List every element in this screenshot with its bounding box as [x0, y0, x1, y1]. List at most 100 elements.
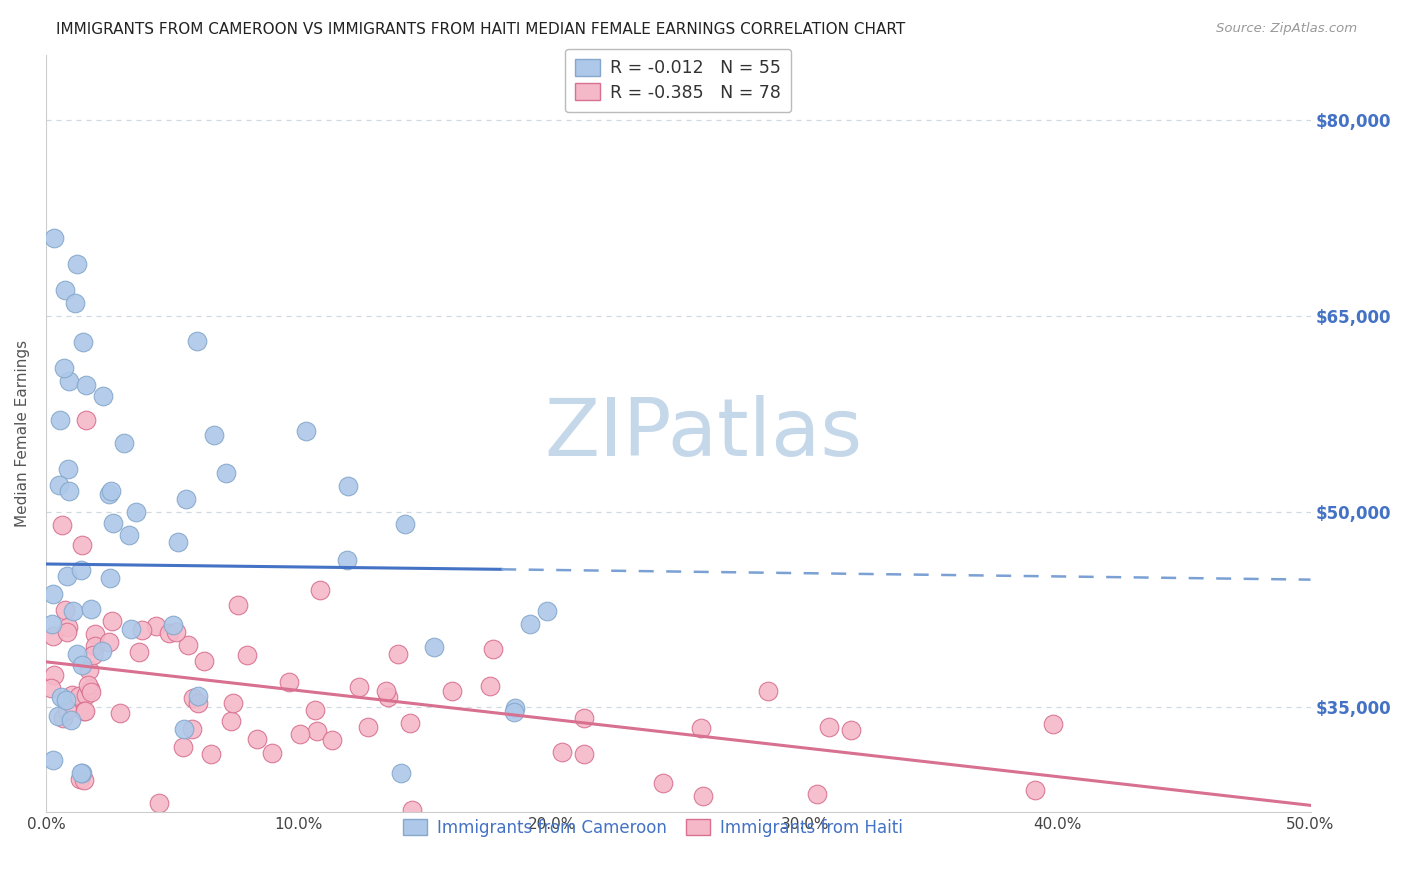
Point: [56, 703, 79, 717]
Point: [200, 747, 222, 761]
Point: [756, 683, 779, 698]
Point: [59, 713, 82, 727]
Point: [235, 648, 257, 663]
Point: [357, 720, 380, 734]
Point: [91, 389, 114, 403]
Point: [67, 690, 90, 704]
Point: [98, 572, 121, 586]
Point: [77, 663, 100, 677]
Point: [337, 479, 360, 493]
Point: [73, 773, 96, 788]
Point: [75, 377, 97, 392]
Point: [41, 681, 63, 695]
Point: [55, 693, 77, 707]
Point: [66, 647, 89, 661]
Point: [502, 706, 524, 720]
Point: [53, 603, 76, 617]
Point: [63, 296, 86, 310]
Point: [46, 709, 69, 723]
Point: [70, 765, 93, 780]
Point: [572, 711, 595, 725]
Point: [174, 492, 197, 507]
Point: [58, 374, 80, 388]
Point: [84, 640, 107, 654]
Point: [167, 534, 190, 549]
Point: [389, 765, 412, 780]
Point: [1173, 818, 1195, 832]
Point: [651, 776, 673, 790]
Point: [56, 625, 79, 640]
Legend: Immigrants from Cameroon, Immigrants from Haiti: Immigrants from Cameroon, Immigrants fro…: [395, 811, 911, 845]
Point: [394, 516, 416, 531]
Point: [221, 714, 243, 728]
Point: [110, 706, 132, 720]
Point: [440, 683, 463, 698]
Point: [423, 640, 446, 655]
Point: [806, 787, 828, 801]
Point: [55, 283, 77, 297]
Point: [1024, 782, 1046, 797]
Point: [76, 678, 98, 692]
Point: [321, 732, 343, 747]
Point: [112, 435, 135, 450]
Point: [101, 614, 124, 628]
Point: [100, 483, 122, 498]
Point: [510, 818, 533, 832]
Point: [56, 462, 79, 476]
Point: [839, 723, 862, 737]
Point: [73, 704, 96, 718]
Point: [574, 747, 596, 761]
Point: [193, 654, 215, 668]
Point: [177, 638, 200, 652]
Point: [72, 765, 94, 780]
Point: [336, 553, 359, 567]
Point: [260, 746, 283, 760]
Point: [818, 720, 841, 734]
Point: [103, 516, 125, 531]
Point: [222, 697, 245, 711]
Point: [73, 705, 96, 719]
Point: [482, 641, 505, 656]
Text: Source: ZipAtlas.com: Source: ZipAtlas.com: [1216, 22, 1357, 36]
Point: [56, 620, 79, 634]
Point: [349, 680, 371, 694]
Point: [401, 803, 423, 817]
Point: [1043, 818, 1066, 832]
Point: [70, 563, 93, 577]
Point: [82, 648, 104, 662]
Point: [75, 413, 97, 427]
Point: [42, 753, 65, 767]
Point: [49, 690, 72, 704]
Point: [387, 647, 409, 661]
Point: [1042, 716, 1064, 731]
Point: [120, 623, 142, 637]
Point: [157, 626, 180, 640]
Point: [689, 721, 711, 735]
Point: [97, 634, 120, 648]
Point: [173, 722, 195, 736]
Point: [187, 697, 209, 711]
Point: [145, 619, 167, 633]
Point: [304, 702, 326, 716]
Point: [246, 732, 269, 747]
Point: [186, 334, 208, 348]
Point: [52, 711, 75, 725]
Point: [56, 569, 79, 583]
Point: [162, 618, 184, 632]
Point: [41, 629, 63, 643]
Point: [124, 505, 146, 519]
Point: [215, 466, 238, 480]
Point: [69, 772, 91, 786]
Point: [309, 583, 332, 598]
Point: [375, 684, 398, 698]
Point: [187, 689, 209, 703]
Point: [278, 675, 301, 690]
Point: [98, 486, 121, 500]
Point: [165, 624, 187, 639]
Point: [294, 425, 316, 439]
Point: [62, 604, 84, 618]
Text: IMMIGRANTS FROM CAMEROON VS IMMIGRANTS FROM HAITI MEDIAN FEMALE EARNINGS CORRELA: IMMIGRANTS FROM CAMEROON VS IMMIGRANTS F…: [56, 22, 905, 37]
Point: [377, 690, 399, 705]
Point: [91, 644, 114, 658]
Point: [288, 727, 311, 741]
